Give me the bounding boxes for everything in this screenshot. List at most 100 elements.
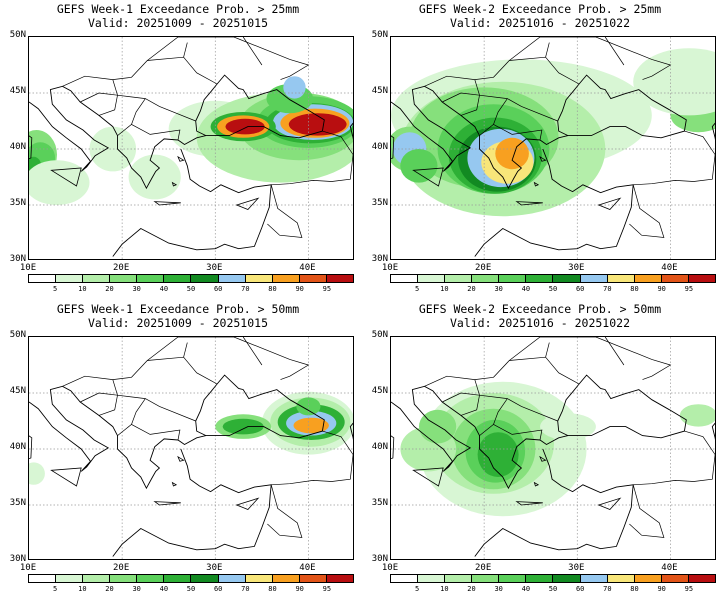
map-panel-week2-25mm: GEFS Week-2 Exceedance Prob. > 25mm Valid… (362, 0, 718, 296)
country-border (424, 56, 580, 87)
colorbar-tick-label: 30 (494, 285, 503, 293)
longitude-label: 10E (381, 563, 399, 573)
map-canvas (391, 37, 715, 259)
colorbar-swatch (472, 275, 500, 282)
colorbar-swatch (688, 575, 715, 582)
colorbar-tick-label: 20 (467, 585, 476, 593)
colorbar-swatch (137, 275, 165, 282)
longitude-label: 40E (299, 263, 316, 273)
coastline (112, 148, 272, 257)
country-border (98, 395, 118, 416)
colorbar-tick-label: 80 (630, 585, 639, 593)
probability-shading (288, 113, 347, 136)
latitude-label: 30N (371, 554, 388, 564)
probability-shading (29, 160, 90, 205)
colorbar-tick-label: 50 (548, 585, 558, 593)
colorbar-tick-label: 70 (603, 285, 612, 293)
colorbar-tick-label: 60 (575, 585, 585, 593)
longitude-label: 20E (113, 263, 130, 273)
colorbar-tick-label: 90 (657, 585, 666, 593)
country-border (131, 398, 146, 425)
latitude-label: 50N (9, 330, 26, 340)
colorbar-tick-label: 30 (132, 585, 141, 593)
colorbar-tick-label: 20 (467, 285, 476, 293)
country-border (460, 395, 480, 416)
colorbar-swatch (553, 275, 581, 282)
island-outline (50, 167, 82, 187)
country-border (112, 379, 196, 422)
valid-period: Valid: 20251009 - 20251015 (87, 316, 268, 330)
country-border (493, 98, 508, 125)
longitude-label: 10E (19, 563, 37, 573)
map-title: GEFS Week-1 Exceedance Prob. > 50mm (56, 302, 300, 316)
island-outline (29, 435, 33, 460)
colorbar-swatch (634, 275, 662, 282)
colorbar-tick-label: 50 (186, 285, 196, 293)
coastline (195, 374, 325, 439)
colorbar-swatch (245, 575, 273, 582)
country-border (493, 398, 508, 425)
colorbar-swatch (445, 275, 473, 282)
map-title: GEFS Week-2 Exceedance Prob. > 25mm (418, 2, 662, 16)
colorbar-swatch (137, 575, 165, 582)
colorbar-tick-label: 20 (105, 285, 114, 293)
island-outline (391, 435, 395, 460)
island-outline (177, 455, 185, 462)
country-border (147, 37, 310, 80)
colorbar-swatch (661, 275, 689, 282)
island-outline (235, 497, 260, 510)
country-border (633, 430, 715, 486)
colorbar (28, 274, 354, 283)
colorbar-swatch (218, 575, 246, 582)
colorbar-swatch (110, 275, 138, 282)
probability-map (390, 336, 716, 560)
colorbar-swatch (326, 575, 353, 582)
colorbar-tick-label: 5 (53, 585, 58, 593)
country-border (80, 92, 118, 103)
colorbar-tick-label: 5 (415, 285, 420, 293)
colorbar-swatch (499, 275, 527, 282)
colorbar-swatch (418, 575, 446, 582)
probability-shading (293, 417, 329, 434)
colorbar-swatch (191, 575, 219, 582)
colorbar-tick-label: 40 (521, 285, 531, 293)
colorbar-tick-label: 95 (684, 585, 694, 593)
map-panel-week1-50mm: GEFS Week-1 Exceedance Prob. > 50mm Valid… (0, 300, 356, 596)
colorbar-swatch (634, 575, 662, 582)
map-title: GEFS Week-1 Exceedance Prob. > 25mm (56, 2, 300, 16)
longitude-label: 10E (381, 263, 399, 273)
probability-shading (222, 418, 264, 435)
map-canvas (391, 337, 715, 559)
country-border (633, 130, 715, 186)
latitude-label: 45N (371, 386, 388, 396)
colorbar-swatch (499, 575, 527, 582)
colorbar-swatch (553, 575, 581, 582)
colorbar-swatch (245, 275, 273, 282)
colorbar-swatch (418, 275, 446, 282)
colorbar-swatch (29, 575, 57, 582)
latitude-label: 40N (371, 442, 388, 452)
probability-shading (283, 76, 306, 99)
longitude-label: 30E (568, 563, 585, 573)
colorbar-swatch (607, 575, 635, 582)
probability-shading (633, 48, 715, 116)
colorbar-tick-label: 50 (548, 285, 558, 293)
coastline (391, 85, 569, 190)
colorbar-swatch (526, 275, 554, 282)
latitude-label: 30N (9, 554, 26, 564)
latitude-label: 35N (9, 198, 26, 208)
colorbar-swatch (272, 275, 300, 282)
coastline (349, 422, 353, 440)
latitude-label: 45N (371, 86, 388, 96)
colorbar-swatch (391, 275, 419, 282)
longitude-label: 40E (299, 563, 316, 573)
country-border (509, 337, 672, 380)
island-outline (50, 467, 82, 487)
country-border (62, 356, 218, 387)
latitude-label: 50N (371, 30, 388, 40)
colorbar-tick-label: 70 (241, 585, 250, 593)
latitude-label: 45N (9, 86, 26, 96)
colorbar (390, 274, 716, 283)
colorbar-tick-label: 90 (657, 285, 666, 293)
country-border (80, 392, 118, 403)
